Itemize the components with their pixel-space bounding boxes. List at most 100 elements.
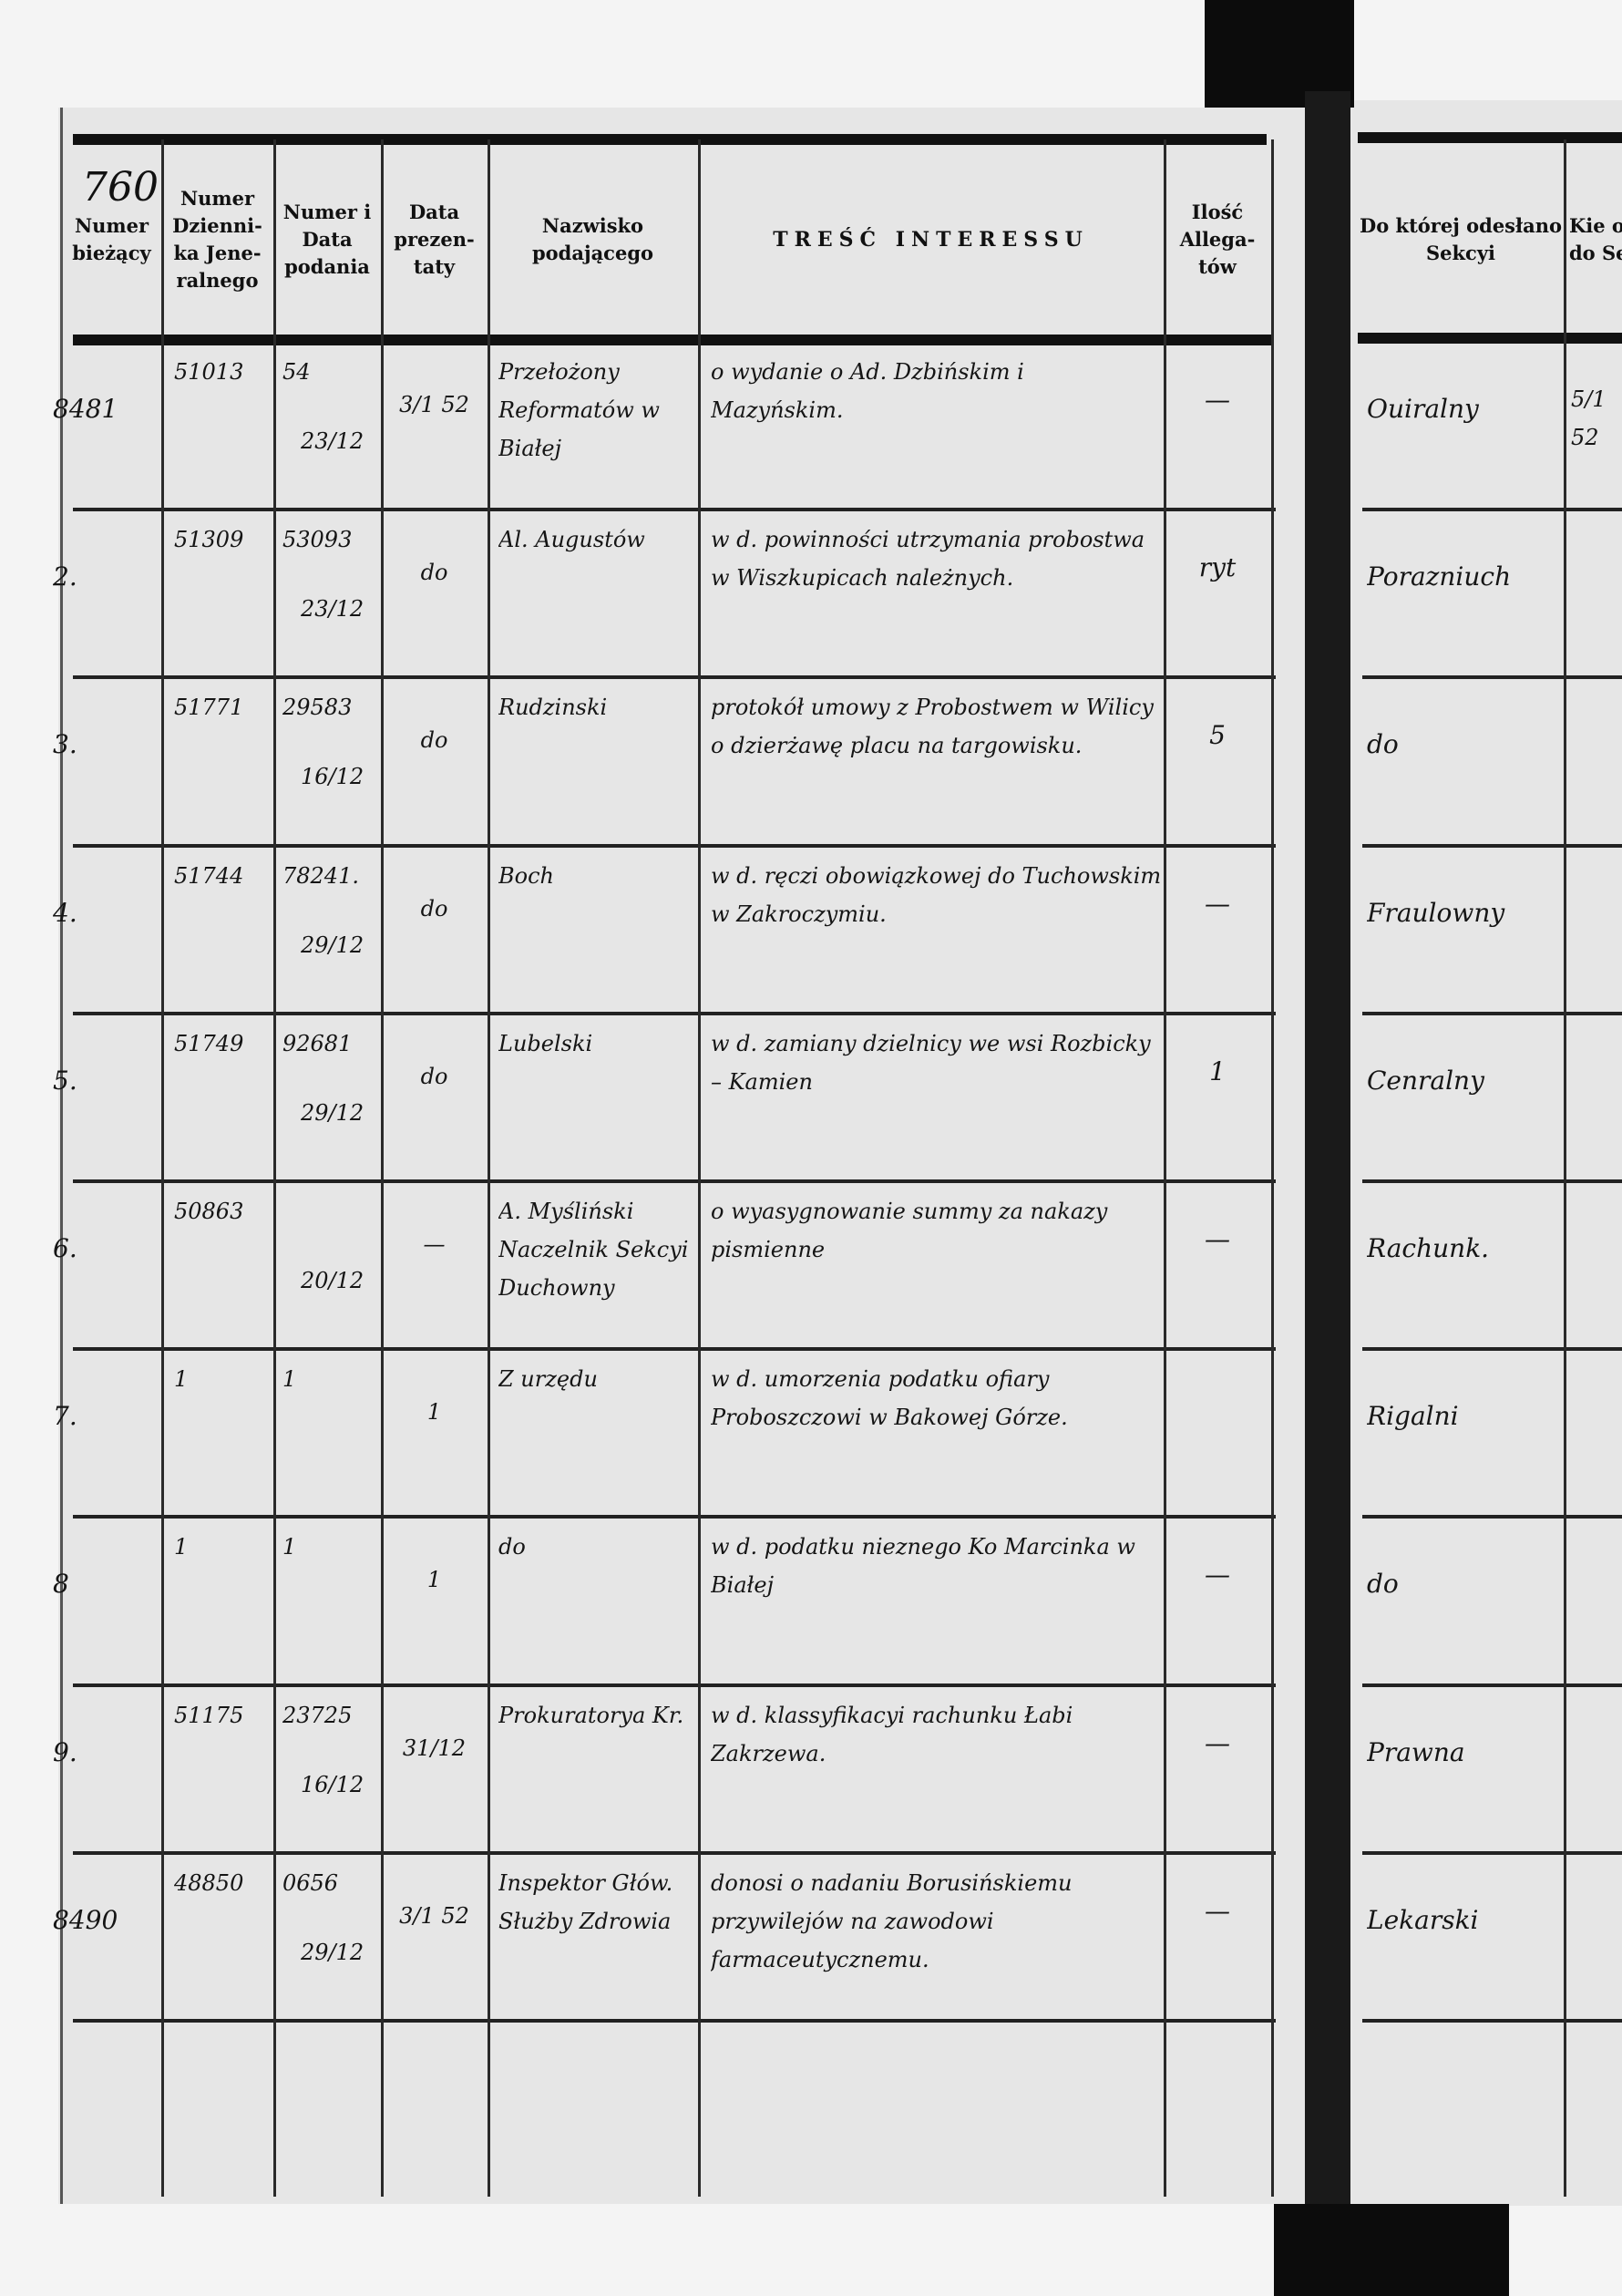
presentation-date: 31/12 <box>402 1735 467 1761</box>
presentation-date: do <box>420 560 448 586</box>
header-rule <box>73 335 1271 345</box>
row-number: 4. <box>53 897 77 928</box>
row-number: 2. <box>53 561 77 592</box>
submitter-name: Lubelski <box>498 1030 593 1056</box>
column-rule <box>381 139 384 2197</box>
row-divider <box>73 1179 1276 1183</box>
row-divider <box>1362 675 1622 680</box>
section-sent-to: Prawna <box>1367 1736 1465 1767</box>
row-number: 3. <box>53 729 77 760</box>
row-number: 9. <box>53 1736 77 1767</box>
submission-date: 16/12 <box>301 1771 364 1797</box>
matter-content: o wyasygnowanie summy za nakazy pismienn… <box>711 1199 1108 1262</box>
journal-number: 1 <box>174 1534 189 1560</box>
section-sent-to: Rigalni <box>1367 1401 1459 1432</box>
matter-content: protokół umowy z Probostwem w Wilicy o d… <box>711 695 1154 759</box>
submission-date: 23/12 <box>301 428 364 454</box>
row-divider <box>1362 1683 1622 1687</box>
row-divider <box>1362 1347 1622 1352</box>
journal-number: 50863 <box>174 1199 244 1224</box>
attachments-count: — <box>1205 888 1230 919</box>
row-divider <box>1362 843 1622 848</box>
row-divider <box>73 675 1276 680</box>
journal-number: 51744 <box>174 862 244 889</box>
column-header-kiedy: Kie odds do Sek <box>1569 214 1622 264</box>
section-sent-to: Fraulowny <box>1367 897 1505 928</box>
column-header-nazwisko: Nazwisko podającego <box>531 214 654 264</box>
column-rule <box>1564 139 1566 2197</box>
submission-number: 0656 <box>282 1869 339 1896</box>
submitter-name: Rudzinski <box>498 695 608 721</box>
column-header-ilosc-allegatow: Ilość Allega-tów <box>1179 201 1256 278</box>
presentation-date: do <box>420 727 448 754</box>
submitter-name: Al. Augustów <box>498 527 645 553</box>
attachments-count: 5 <box>1209 720 1226 751</box>
submitter-name: Inspektor Głów. Służby Zdrowia <box>498 1869 673 1934</box>
matter-content: w d. ręczi obowiązkowej do Tuchowskim w … <box>711 862 1162 927</box>
column-header-numer-dziennika: Numer Dzienni-ka Jene-ralnego <box>172 187 262 292</box>
row-divider <box>1362 2019 1622 2023</box>
attachments-count: ryt <box>1198 552 1237 583</box>
row-divider <box>73 508 1276 512</box>
matter-content: o wydanie o Ad. Dzbińskim i Mazyńskim. <box>711 359 1024 423</box>
attachments-count: — <box>1205 1224 1230 1254</box>
column-header-tresc: TREŚĆ INTERESSU <box>773 228 1089 252</box>
submission-date: 29/12 <box>301 932 364 958</box>
scan-border <box>1205 0 1354 108</box>
row-divider <box>1362 508 1622 512</box>
submission-date: 29/12 <box>301 1099 364 1126</box>
matter-content: w d. podatku nieznego Ko Marcinka w Biał… <box>711 1534 1135 1599</box>
column-header-numer-data-podania: Numer i Data podania <box>282 201 372 278</box>
row-number: 5. <box>53 1065 77 1096</box>
submitter-name: Przełożony Reformatów w Białej <box>498 359 660 461</box>
attachments-count: — <box>1205 385 1230 415</box>
row-divider <box>1362 1179 1622 1183</box>
matter-content: w d. powinności utrzymania probostwa w W… <box>711 527 1145 592</box>
submitter-name: Boch <box>498 862 554 889</box>
submission-date: 29/12 <box>301 1939 364 1965</box>
section-sent-to: Porazniuch <box>1367 561 1512 592</box>
attachments-count: — <box>1205 1560 1230 1591</box>
matter-content: w d. klassyfikacyi rachunku Łabi Zakrzew… <box>711 1702 1073 1766</box>
presentation-date: 1 <box>426 1399 442 1426</box>
row-divider <box>1362 1011 1622 1015</box>
row-divider <box>73 1683 1276 1687</box>
column-rule <box>161 139 164 2197</box>
row-divider <box>73 1515 1276 1519</box>
row-divider <box>73 843 1276 848</box>
matter-content: w d. umorzenia podatku ofiary Proboszczo… <box>711 1366 1068 1431</box>
row-number: 7. <box>53 1401 77 1432</box>
attachments-count: 1 <box>1209 1055 1226 1086</box>
submission-date: 16/12 <box>301 764 364 790</box>
presentation-date: 3/1 52 <box>399 392 469 417</box>
column-rule <box>1271 139 1274 2197</box>
submission-number: 1 <box>282 1534 297 1560</box>
attachments-count: — <box>1205 1895 1230 1926</box>
journal-number: 51749 <box>174 1030 244 1056</box>
submission-number: 92681 <box>282 1030 353 1056</box>
row-number: 8 <box>53 1569 69 1600</box>
submission-number: 29583 <box>282 695 353 721</box>
top-rule <box>73 134 1267 145</box>
row-divider <box>1362 1515 1622 1519</box>
attachments-count: — <box>1205 1727 1230 1758</box>
submitter-name: A. Myśliński Naczelnik Sekcyi Duchowny <box>498 1199 689 1301</box>
row-number: 8490 <box>53 1904 118 1935</box>
submitter-name: Prokuratorya Kr. <box>498 1702 684 1728</box>
submission-number: 1 <box>282 1366 297 1393</box>
page-edge <box>60 108 63 2204</box>
column-rule <box>698 139 701 2197</box>
row-divider <box>1362 1850 1622 1855</box>
submitter-name: Z urzędu <box>498 1366 598 1393</box>
submission-number: 23725 <box>282 1702 353 1728</box>
section-sent-to: Ouiralny <box>1367 394 1479 424</box>
row-number: 8481 <box>53 394 118 424</box>
presentation-date: do <box>420 895 448 921</box>
row-divider <box>73 1850 1276 1855</box>
column-rule <box>273 139 276 2197</box>
column-header-sekcya: Do której odesłano Sekcyi <box>1360 214 1562 264</box>
matter-content: w d. zamiany dzielnicy we wsi Rozbicky –… <box>711 1030 1151 1095</box>
scan-border <box>1274 2204 1509 2296</box>
matter-content: donosi o nadaniu Borusińskiemu przywilej… <box>711 1869 1073 1972</box>
column-rule <box>488 139 490 2197</box>
